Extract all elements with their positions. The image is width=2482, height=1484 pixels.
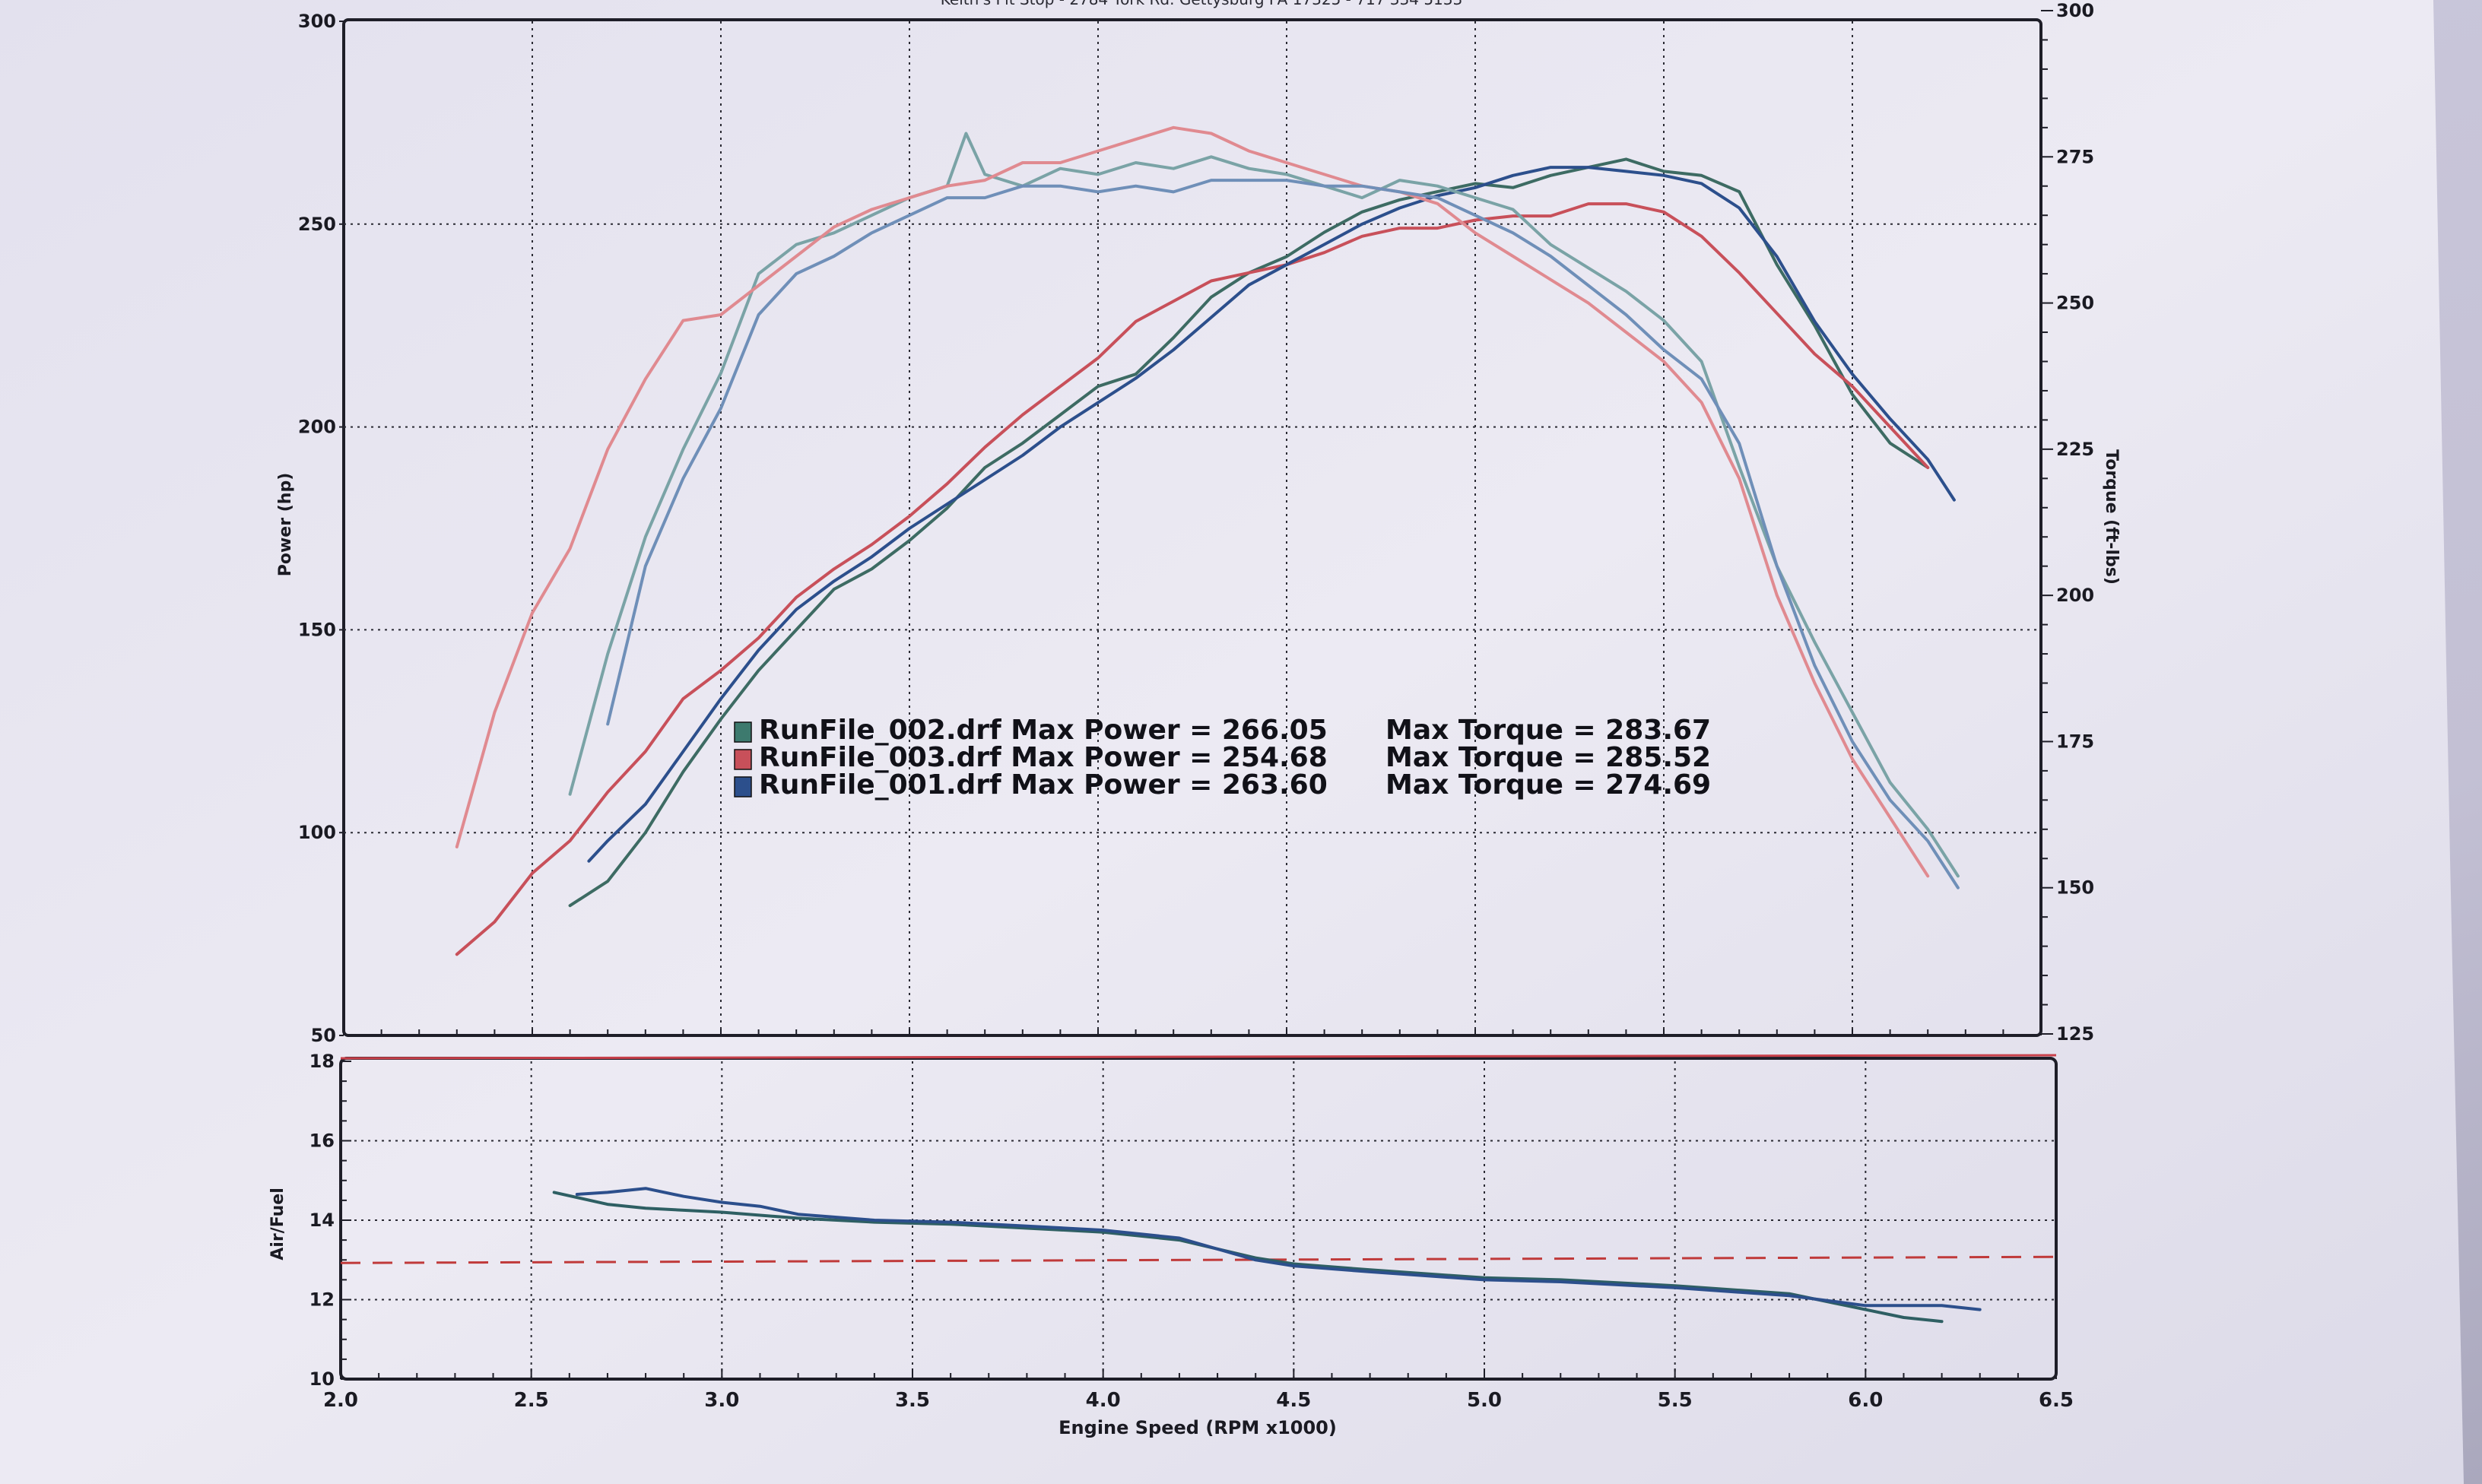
air-fuel-tick-label: 14	[309, 1210, 335, 1231]
legend: RunFile_002.drf Max Power = 266.05 Max To…	[734, 715, 1711, 801]
power-torque-panel: 300 250 200 150 100 50 300 275 250 225 200 175 150 12…	[276, 0, 2121, 1046]
air-fuel-panel: 18 16 14 12 102.0 2.5 3.0 3.5 4.0 4.5 5.0 5.5 6.0 6.5…	[268, 1051, 2074, 1438]
torque-tick-label: 200	[2056, 585, 2094, 606]
power-tick-label: 300	[298, 11, 336, 32]
power-tick-label: 150	[298, 619, 336, 640]
series-line-power	[455, 202, 1930, 956]
air-fuel-tick-label: 12	[309, 1289, 335, 1311]
rpm-tick-label: 3.0	[704, 1389, 739, 1412]
torque-tick-label: 275	[2056, 146, 2094, 167]
power-torque-series	[455, 125, 1960, 956]
torque-tick-label: 175	[2056, 731, 2094, 752]
legend-swatch	[734, 749, 752, 770]
legend-entry-torque: Max Torque = 285.52	[1385, 742, 1711, 773]
rpm-tick-label: 5.5	[1658, 1389, 1693, 1412]
torque-tick-label: 150	[2056, 877, 2094, 899]
series-line-torque	[568, 132, 1960, 878]
torque-tick-label: 300	[2056, 0, 2094, 21]
rpm-tick-label: 2.0	[323, 1389, 358, 1412]
series-line-air-fuel	[575, 1187, 1982, 1311]
power-axis-title: Power (hp)	[276, 473, 295, 577]
rpm-tick-label: 5.0	[1467, 1389, 1502, 1412]
series-line-power	[587, 166, 1956, 863]
torque-tick-label: 125	[2056, 1023, 2094, 1045]
legend-entry-torque: Max Torque = 283.67	[1385, 715, 1711, 746]
air-fuel-frame	[339, 1057, 2058, 1381]
power-torque-frame	[342, 18, 2042, 1037]
torque-axis-title: Torque (ft-lbs)	[2102, 449, 2121, 585]
series-line-air-fuel	[552, 1191, 1944, 1324]
rpm-tick-label: 4.0	[1086, 1389, 1121, 1412]
legend-entry-power: RunFile_002.drf Max Power = 266.05	[759, 715, 1328, 746]
shop-header: Keith's Pit Stop - 2784 York Rd. Gettysb…	[941, 0, 1462, 8]
rpm-tick-label: 3.5	[895, 1389, 930, 1412]
air-fuel-tick-label: 18	[309, 1051, 335, 1072]
legend-swatch	[734, 776, 752, 797]
torque-tick-label: 225	[2056, 439, 2094, 460]
legend-swatch	[734, 721, 752, 743]
power-tick-label: 50	[311, 1025, 336, 1046]
series-line-torque	[455, 125, 1930, 878]
rpm-tick-label: 4.5	[1276, 1389, 1311, 1412]
engine-speed-axis-title: Engine Speed (RPM x1000)	[1058, 1417, 1337, 1438]
air-fuel-tick-label: 10	[309, 1368, 335, 1390]
legend-entry-power: RunFile_003.drf Max Power = 254.68	[759, 742, 1328, 773]
power-tick-label: 100	[298, 822, 336, 843]
air-fuel-axis-title: Air/Fuel	[268, 1188, 287, 1260]
legend-entry-power: RunFile_001.drf Max Power = 263.60	[759, 769, 1328, 801]
rpm-tick-label: 2.5	[514, 1389, 549, 1412]
air-fuel-ticks: 18 16 14 12 102.0 2.5 3.0 3.5 4.0 4.5 5.0 5.5 6.0 6.5	[309, 1051, 2074, 1412]
legend-entry-torque: Max Torque = 274.69	[1385, 769, 1711, 801]
rpm-tick-label: 6.0	[1848, 1389, 1883, 1412]
rpm-tick-label: 6.5	[2039, 1389, 2074, 1412]
torque-tick-label: 250	[2056, 293, 2094, 314]
series-line-torque	[606, 179, 1960, 889]
power-tick-label: 250	[298, 214, 336, 235]
air-fuel-max-line	[340, 1054, 2057, 1060]
air-fuel-series	[552, 1187, 1982, 1324]
power-tick-label: 200	[298, 417, 336, 438]
air-fuel-tick-label: 16	[309, 1130, 335, 1152]
power-torque-ticks: 300 250 200 150 100 50 300 275 250 225 200 175 150 12…	[298, 0, 2094, 1046]
